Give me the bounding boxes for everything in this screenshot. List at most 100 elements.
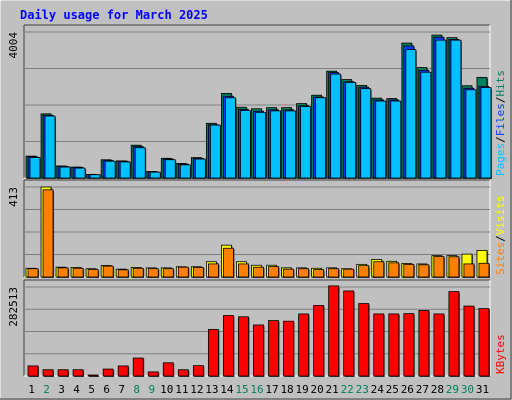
bar-visits-sites-21 xyxy=(328,268,340,278)
bar-visits-sites-8 xyxy=(132,267,144,278)
x-tick-label-12: 12 xyxy=(190,383,203,396)
bar-hits-pages-10 xyxy=(164,159,176,179)
bar-hits-pages-4 xyxy=(74,167,86,179)
bar-hits-pages-27 xyxy=(420,71,432,179)
panel-visits-legend: Sites/Visits xyxy=(494,196,507,276)
bar-kbytes-kbytes-19 xyxy=(298,313,309,377)
x-tick-label-6: 6 xyxy=(103,383,110,396)
bar-visits-sites-20 xyxy=(313,269,325,278)
bar-kbytes-kbytes-10 xyxy=(162,362,174,377)
bar-kbytes-kbytes-15 xyxy=(238,316,249,377)
bar-kbytes-kbytes-4 xyxy=(72,369,84,377)
bar-visits-sites-3 xyxy=(57,267,69,278)
legend-hits-separator-3: / xyxy=(494,97,507,104)
bar-visits-sites-9 xyxy=(147,268,159,278)
bar-kbytes-kbytes-17 xyxy=(268,320,279,377)
legend-visits-sites: Sites xyxy=(494,242,507,275)
bar-hits-pages-7 xyxy=(119,161,131,179)
bar-kbytes-kbytes-1 xyxy=(27,365,39,377)
x-tick-label-4: 4 xyxy=(73,383,80,396)
x-tick-label-10: 10 xyxy=(160,383,173,396)
x-tick-label-7: 7 xyxy=(118,383,125,396)
bar-hits-pages-14 xyxy=(225,97,236,179)
x-tick-label-26: 26 xyxy=(401,383,414,396)
bar-visits-sites-28 xyxy=(433,256,445,278)
bar-visits-sites-26 xyxy=(403,263,415,278)
x-tick-label-17: 17 xyxy=(265,383,278,396)
bar-visits-sites-12 xyxy=(192,267,204,278)
x-tick-label-8: 8 xyxy=(133,383,140,396)
bar-hits-pages-5 xyxy=(89,174,101,179)
bar-visits-sites-27 xyxy=(418,264,430,278)
bar-hits-pages-20 xyxy=(315,97,327,179)
bar-visits-sites-16 xyxy=(253,266,264,278)
bar-hits-pages-11 xyxy=(179,164,191,179)
bar-kbytes-kbytes-12 xyxy=(192,365,204,377)
bar-kbytes-kbytes-29 xyxy=(448,291,460,377)
bar-hits-pages-8 xyxy=(134,147,146,179)
bar-visits-sites-13 xyxy=(207,263,219,278)
bar-kbytes-kbytes-13 xyxy=(207,328,219,377)
bar-hits-pages-13 xyxy=(209,124,221,179)
x-tick-label-24: 24 xyxy=(371,383,385,396)
bar-visits-sites-7 xyxy=(117,269,129,278)
panel-visits-ymax-label: 413 xyxy=(7,187,20,207)
bar-kbytes-kbytes-26 xyxy=(403,313,415,377)
bar-visits-sites-4 xyxy=(72,267,84,278)
legend-visits-visits: Visits xyxy=(494,196,507,236)
legend-kbytes-kbytes: KBytes xyxy=(494,334,507,374)
x-tick-label-2: 2 xyxy=(43,383,50,396)
x-tick-label-23: 23 xyxy=(356,383,369,396)
bar-hits-pages-28 xyxy=(435,39,447,179)
bar-kbytes-kbytes-24 xyxy=(373,313,385,377)
bar-hits-pages-1 xyxy=(29,157,41,179)
bar-kbytes-kbytes-30 xyxy=(463,305,475,377)
x-axis-labels: 1 2 3 4 5 6 7 8 9 10 11 12 13 14 15 16 17 18 19 20 21 22 23 24 2… xyxy=(28,383,489,396)
x-tick-label-27: 27 xyxy=(416,383,429,396)
bar-visits-sites-29 xyxy=(448,256,460,278)
x-tick-label-29: 29 xyxy=(446,383,459,396)
panel-hits: 4004 Pages/Files/Hits xyxy=(7,24,507,180)
bar-visits-sites-6 xyxy=(102,265,114,278)
x-tick-label-13: 13 xyxy=(205,383,218,396)
bar-hits-pages-17 xyxy=(270,110,281,179)
x-tick-label-1: 1 xyxy=(28,383,35,396)
bar-hits-pages-22 xyxy=(345,82,357,179)
x-tick-label-14: 14 xyxy=(220,383,234,396)
panel-kbytes-legend: KBytes xyxy=(494,334,507,374)
bar-hits-pages-26 xyxy=(405,49,417,179)
bar-hits-pages-16 xyxy=(255,111,266,179)
panel-visits-plot-area xyxy=(24,180,490,277)
bar-kbytes-kbytes-31 xyxy=(478,308,490,377)
panel-hits-ymax-label: 4004 xyxy=(7,32,20,59)
bar-hits-pages-29 xyxy=(450,39,462,179)
panel-kbytes: 282513 KBytes xyxy=(7,279,507,377)
bar-hits-pages-24 xyxy=(375,100,387,179)
bar-kbytes-kbytes-22 xyxy=(343,290,355,377)
bar-kbytes-kbytes-3 xyxy=(57,369,69,377)
panels: 4004Pages/Files/Hits413Sites/Visits28251… xyxy=(7,24,507,377)
bar-kbytes-kbytes-23 xyxy=(358,303,370,377)
bar-hits-pages-3 xyxy=(59,166,71,179)
x-tick-label-16: 16 xyxy=(250,383,263,396)
bar-visits-sites-5 xyxy=(87,269,99,278)
bar-kbytes-kbytes-18 xyxy=(283,320,294,377)
bar-hits-pages-21 xyxy=(330,73,342,179)
bar-kbytes-kbytes-8 xyxy=(132,357,144,377)
bar-visits-sites-14 xyxy=(223,247,234,278)
bar-visits-sites-10 xyxy=(162,268,174,278)
bar-visits-sites-30 xyxy=(463,263,475,278)
x-tick-label-15: 15 xyxy=(235,383,248,396)
bar-shadow-kbytes-kbytes-5 xyxy=(89,376,100,377)
x-tick-label-31: 31 xyxy=(476,383,489,396)
bar-hits-pages-30 xyxy=(465,89,477,179)
bar-kbytes-kbytes-28 xyxy=(433,313,445,377)
legend-hits-separator-1: / xyxy=(494,136,507,143)
panel-hits-legend: Pages/Files/Hits xyxy=(494,70,507,176)
bar-visits-sites-31 xyxy=(478,262,490,278)
bar-kbytes-kbytes-11 xyxy=(177,369,189,377)
panel-kbytes-ymax-label: 282513 xyxy=(7,287,20,327)
bar-kbytes-kbytes-6 xyxy=(102,368,114,377)
bar-kbytes-kbytes-16 xyxy=(253,324,264,377)
